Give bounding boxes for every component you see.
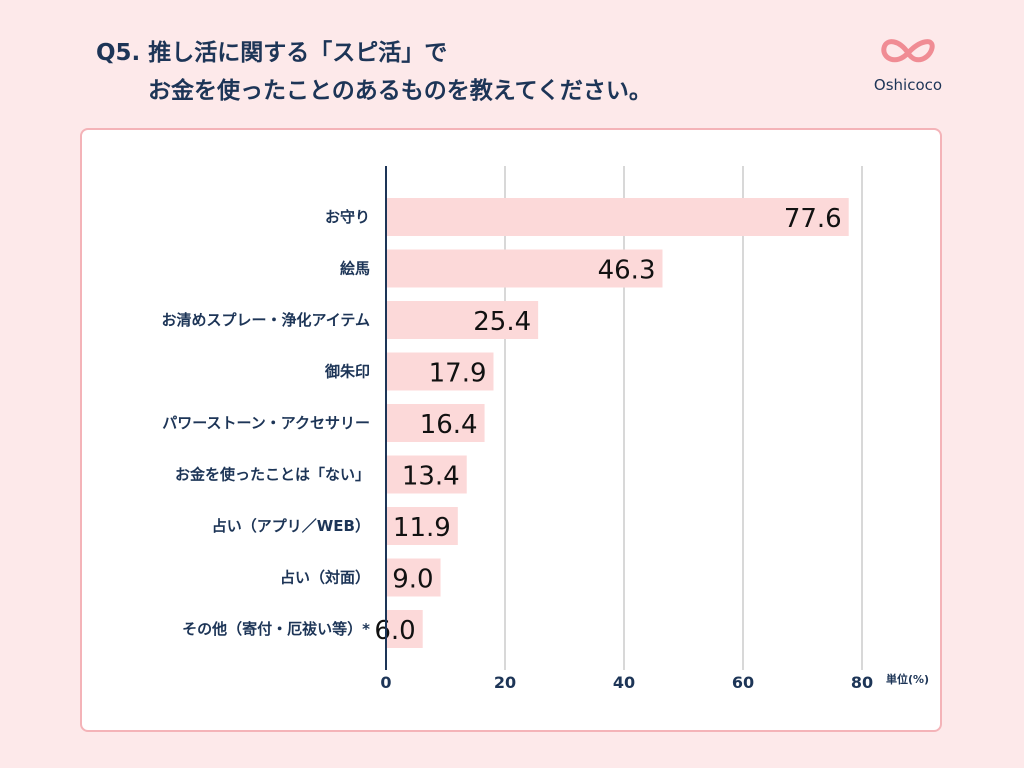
logo: Oshicoco <box>868 34 948 94</box>
x-tick-label-40: 40 <box>613 673 635 692</box>
category-label-8: その他（寄付・厄祓い等）* <box>182 620 370 638</box>
category-label-3: 御朱印 <box>324 363 370 381</box>
chart-title: Q5. 推し活に関する「スピ活」で お金を使ったことのあるものを教えてください。 <box>96 34 652 110</box>
value-label-4: 16.4 <box>420 410 478 440</box>
x-tick-label-20: 20 <box>494 673 516 692</box>
value-label-1: 46.3 <box>598 256 656 286</box>
x-tick-label-80: 80 <box>851 673 873 692</box>
unit-label: 単位(%) <box>886 672 929 686</box>
x-tick-label-0: 0 <box>380 673 391 692</box>
value-label-3: 17.9 <box>429 359 487 389</box>
category-label-4: パワーストーン・アクセサリー <box>162 414 370 432</box>
title-line-1: Q5. 推し活に関する「スピ活」で <box>96 40 448 66</box>
double-heart-infinity-icon <box>881 39 935 63</box>
bar-7 <box>387 558 441 597</box>
category-label-2: お清めスプレー・浄化アイテム <box>161 311 370 329</box>
bar-6 <box>387 507 458 545</box>
bar-5 <box>387 455 467 494</box>
bar-chart: お守り 77.6 絵馬 46.3 お清めスプレー・浄化アイテム 25.4 御朱印 17.9 パワ… <box>161 166 929 692</box>
logo-brand: Oshicoco <box>873 76 943 94</box>
chart-card: お守り 77.6 絵馬 46.3 お清めスプレー・浄化アイテム 25.4 御朱印 17.9 パワ… <box>80 128 942 732</box>
value-label-8: 6.0 <box>374 616 415 646</box>
category-label-7: 占い（対面） <box>280 569 370 587</box>
bar-8 <box>387 610 423 648</box>
title-line-2: お金を使ったことのあるものを教えてください。 <box>148 78 652 104</box>
bar-3 <box>387 352 494 391</box>
category-label-0: お守り <box>325 208 370 226</box>
bar-2 <box>387 301 539 339</box>
bar-0 <box>387 198 849 236</box>
bar-1 <box>387 249 663 288</box>
value-label-7: 9.0 <box>392 565 433 595</box>
category-label-6: 占い（アプリ／WEB） <box>212 517 370 535</box>
bar-4 <box>387 404 485 442</box>
category-label-5: お金を使ったことは「ない」 <box>175 466 370 484</box>
value-label-2: 25.4 <box>473 307 531 337</box>
value-label-5: 13.4 <box>402 462 460 492</box>
value-label-6: 11.9 <box>393 513 451 543</box>
value-label-0: 77.6 <box>784 204 842 234</box>
x-tick-label-60: 60 <box>732 673 754 692</box>
category-label-1: 絵馬 <box>340 260 370 278</box>
